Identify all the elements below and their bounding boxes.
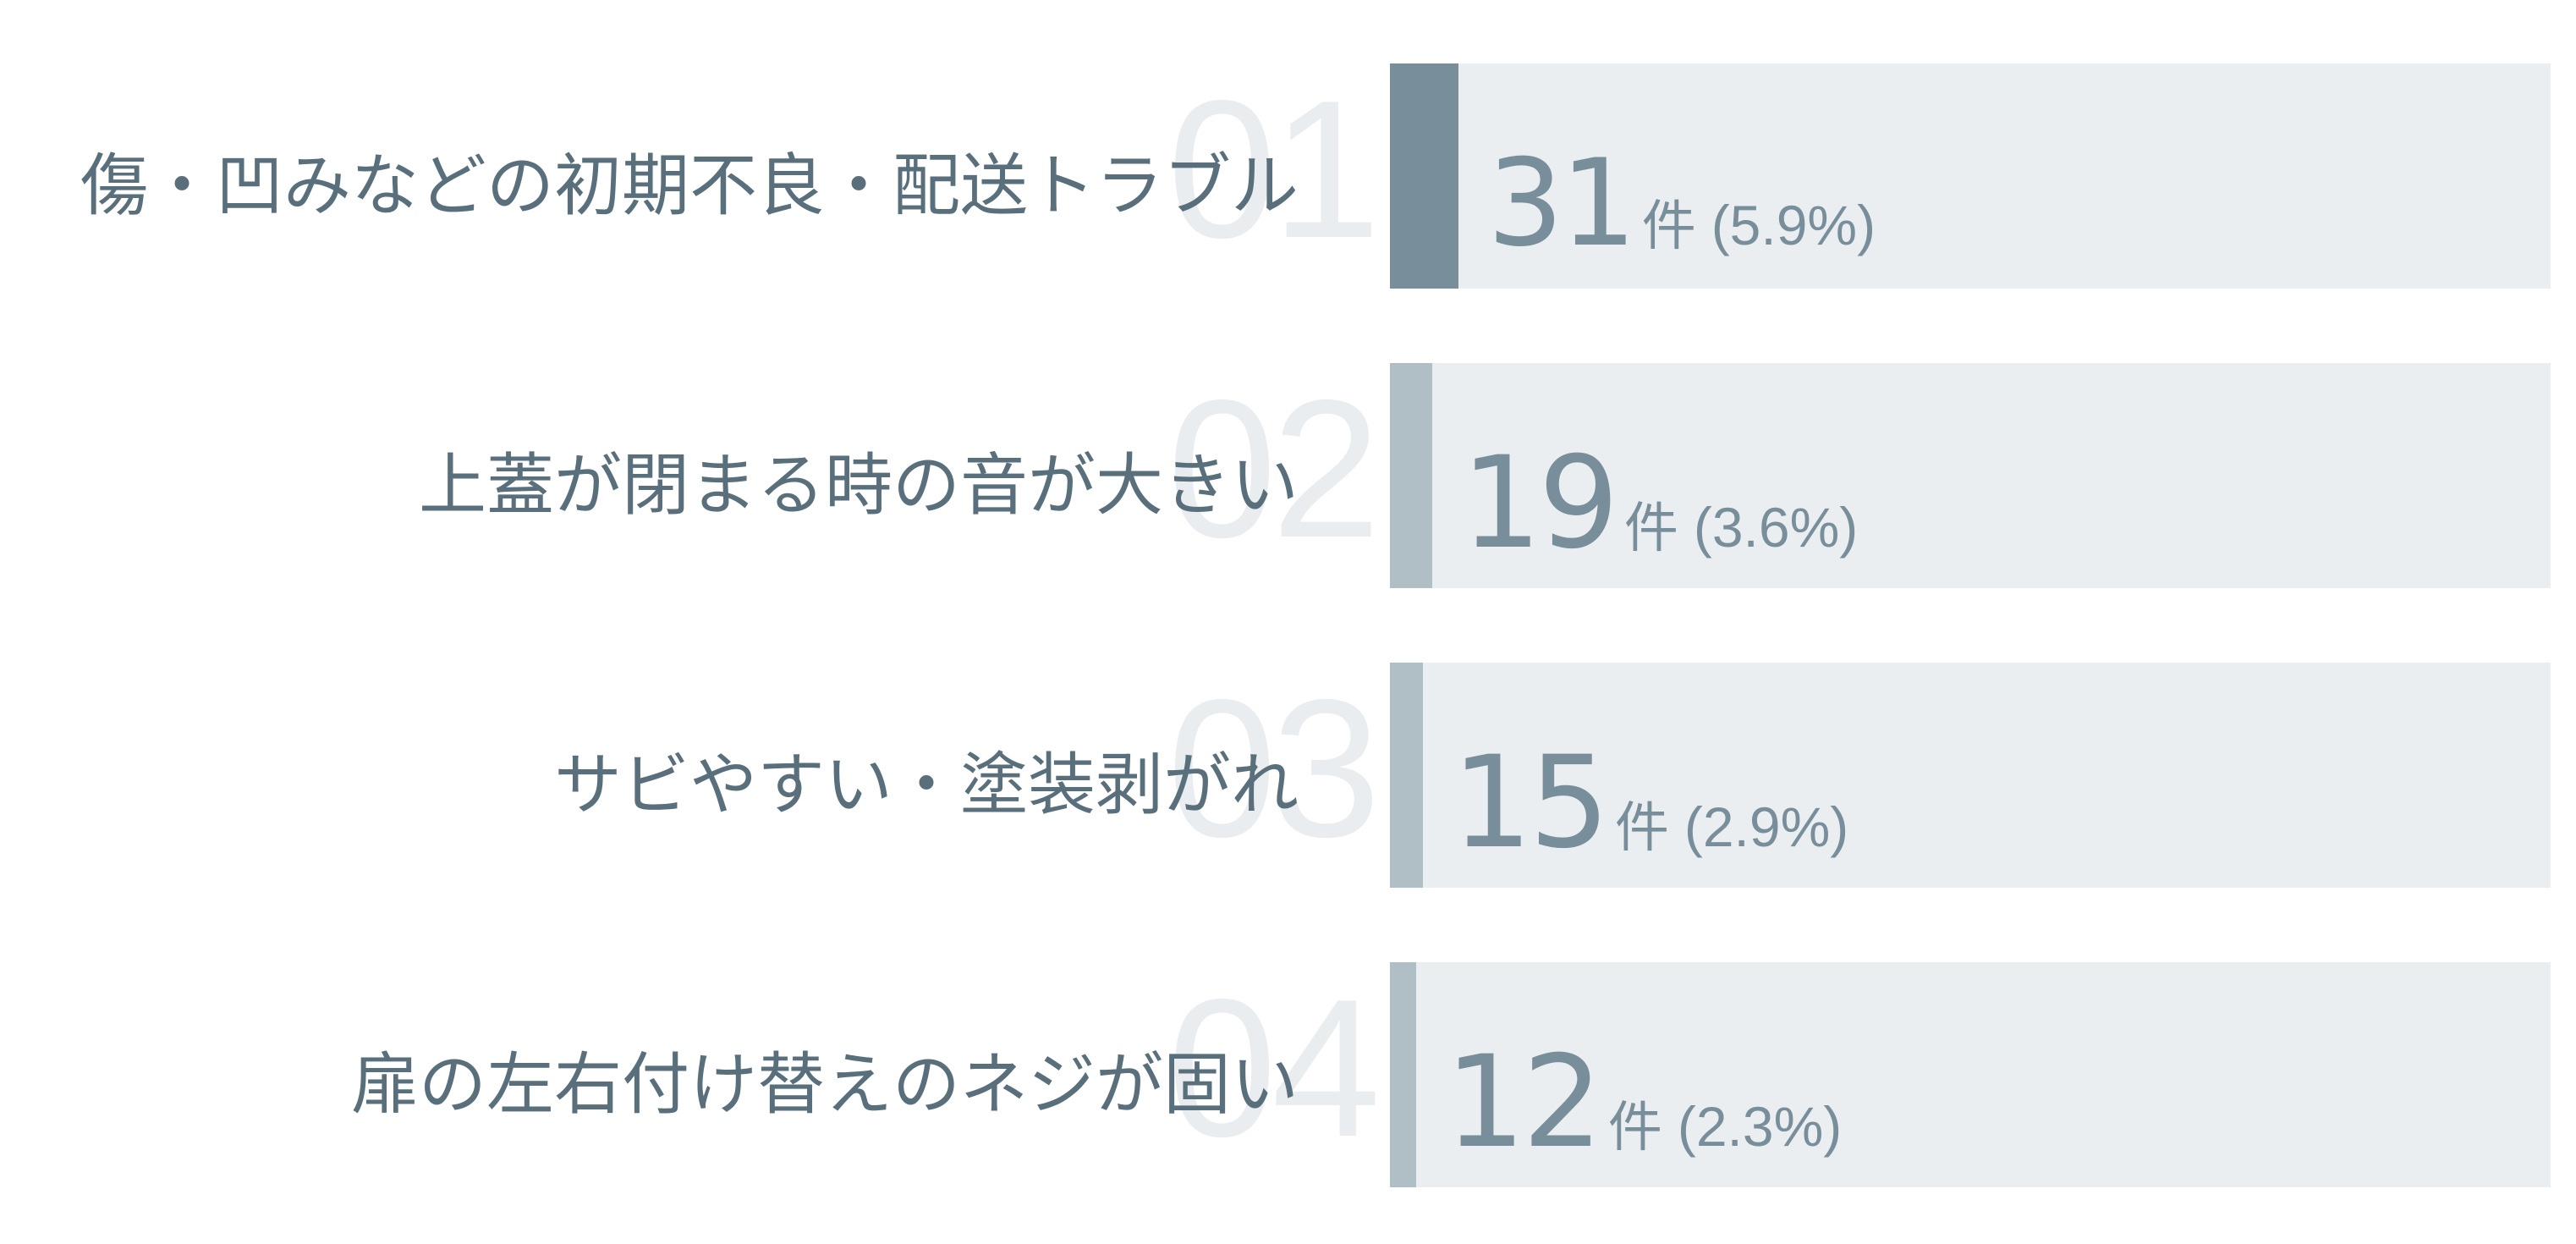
bar-fill — [1390, 962, 1416, 1187]
value-percent: (5.9%) — [1711, 194, 1876, 256]
value-percent: (2.3%) — [1677, 1095, 1843, 1158]
category-label: 扉の左右付け替えのネジが固い — [351, 1045, 1299, 1124]
bar-track: 15 件 (2.9%) — [1390, 663, 2551, 888]
bar-fill — [1390, 63, 1458, 289]
category-label: 傷・凹みなどの初期不良・配送トラブル — [80, 146, 1299, 225]
value-unit: 件 — [1614, 797, 1669, 860]
bar-track: 31 件 (5.9%) — [1390, 63, 2551, 289]
value-label: 19 件 (3.6%) — [1461, 436, 1858, 571]
value-unit: 件 — [1623, 498, 1678, 560]
value-percent: (2.9%) — [1683, 795, 1849, 858]
value-count: 12 — [1445, 1029, 1603, 1176]
bar-row: 02 上蓋が閉まる時の音が大きい 19 件 (3.6%) — [0, 363, 2576, 588]
rank-number: 03 — [1167, 659, 1381, 878]
bar-fill — [1390, 363, 1432, 588]
value-percent: (3.6%) — [1693, 496, 1859, 559]
value-label: 31 件 (5.9%) — [1487, 136, 1876, 272]
rank-number: 04 — [1167, 959, 1381, 1178]
rank-number: 01 — [1167, 60, 1381, 279]
bar-track: 12 件 (2.3%) — [1390, 962, 2551, 1187]
bar-row: 01 傷・凹みなどの初期不良・配送トラブル 31 件 (5.9%) — [0, 63, 2576, 289]
value-unit: 件 — [1641, 195, 1696, 258]
value-unit: 件 — [1607, 1097, 1662, 1159]
value-label: 15 件 (2.9%) — [1452, 735, 1848, 871]
category-label: サビやすい・塗装剥がれ — [554, 746, 1299, 824]
value-label: 12 件 (2.3%) — [1445, 1035, 1842, 1170]
rank-number: 02 — [1167, 360, 1381, 579]
bar-track: 19 件 (3.6%) — [1390, 363, 2551, 588]
bar-row: 03 サビやすい・塗装剥がれ 15 件 (2.9%) — [0, 663, 2576, 888]
category-label: 上蓋が閉まる時の音が大きい — [419, 446, 1299, 525]
value-count: 15 — [1452, 729, 1610, 877]
value-count: 31 — [1487, 134, 1637, 273]
bar-row: 04 扉の左右付け替えのネジが固い 12 件 (2.3%) — [0, 962, 2576, 1187]
bar-fill — [1390, 663, 1423, 888]
value-count: 19 — [1461, 430, 1619, 577]
